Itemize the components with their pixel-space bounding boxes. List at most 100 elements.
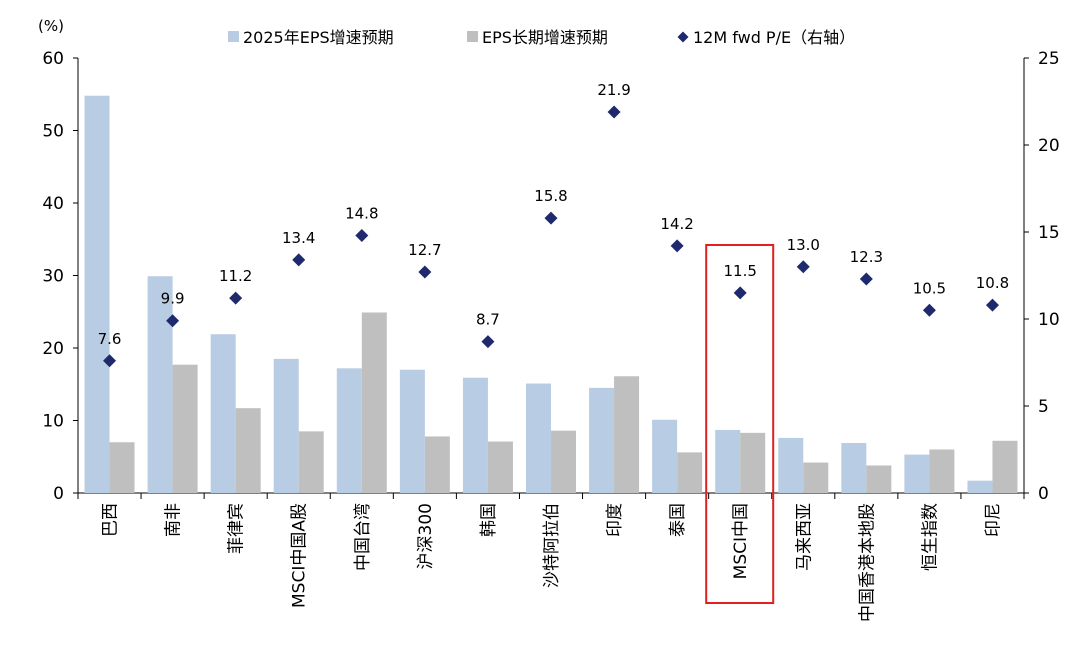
legend-swatch — [228, 31, 239, 42]
pe-data-label: 9.9 — [161, 290, 185, 308]
left-tick-label: 30 — [42, 267, 64, 287]
pe-data-label: 12.7 — [408, 241, 441, 259]
category-label: 中国香港本地股 — [857, 503, 877, 622]
pe-data-label: 10.8 — [976, 274, 1009, 292]
left-tick-label: 60 — [42, 49, 64, 69]
pe-data-label: 14.2 — [660, 215, 693, 233]
bar-eps-long-term — [172, 364, 198, 493]
pe-data-label: 13.0 — [787, 236, 820, 254]
legend-label: EPS长期增速预期 — [482, 28, 608, 47]
pe-marker — [103, 354, 117, 368]
pe-marker — [481, 335, 495, 349]
bar-eps-2025 — [399, 369, 425, 493]
pe-marker — [229, 291, 243, 305]
category-label: 沙特阿拉伯 — [542, 503, 562, 588]
bar-eps-2025 — [336, 368, 362, 493]
left-tick-label: 0 — [53, 484, 64, 504]
category-label: 南非 — [164, 503, 184, 537]
bar-eps-long-term — [992, 440, 1018, 493]
bar-eps-2025 — [273, 358, 299, 493]
pe-marker — [670, 239, 684, 253]
pe-marker — [607, 105, 621, 119]
pe-marker — [859, 272, 873, 286]
pe-data-label: 14.8 — [345, 204, 378, 222]
bar-eps-2025 — [967, 480, 993, 493]
bar-eps-2025 — [589, 387, 615, 493]
bar-eps-2025 — [526, 383, 551, 493]
bars — [84, 95, 1018, 493]
pe-marker — [985, 298, 999, 312]
y-axis-unit-label: (%) — [38, 17, 64, 35]
bar-eps-long-term — [803, 462, 829, 493]
pe-data-label: 21.9 — [597, 81, 630, 99]
legend-swatch — [677, 31, 689, 43]
legend-label: 2025年EPS增速预期 — [243, 28, 394, 47]
bar-eps-2025 — [715, 429, 741, 493]
bar-eps-2025 — [462, 377, 488, 493]
category-label: MSCI中国 — [731, 503, 751, 579]
bar-eps-long-term — [361, 312, 387, 493]
legend-label: 12M fwd P/E（右轴） — [693, 28, 855, 47]
highlight-box — [705, 244, 775, 604]
bar-eps-2025 — [904, 454, 930, 493]
left-tick-label: 40 — [42, 194, 64, 214]
pe-marker — [292, 253, 306, 267]
category-label: 韩国 — [479, 503, 499, 537]
bar-eps-long-term — [235, 408, 261, 493]
pe-data-label: 15.8 — [534, 187, 567, 205]
pe-marker — [355, 228, 369, 242]
highlight-rect — [705, 244, 775, 604]
bar-eps-long-term — [298, 431, 324, 493]
bar-eps-2025 — [147, 276, 173, 493]
right-tick-label: 5 — [1038, 397, 1049, 417]
category-label: 菲律宾 — [227, 503, 247, 554]
pe-data-label: 11.5 — [723, 262, 756, 280]
category-label: 巴西 — [101, 503, 121, 537]
pe-marker — [166, 314, 180, 328]
bar-eps-long-term — [866, 465, 892, 493]
bar-eps-2025 — [841, 442, 867, 493]
bar-eps-2025 — [210, 334, 236, 493]
pe-data-label: 8.7 — [476, 311, 500, 329]
category-label: 恒生指数 — [920, 503, 940, 571]
legend-swatch — [467, 31, 478, 42]
right-tick-label: 10 — [1038, 310, 1060, 330]
right-tick-label: 25 — [1038, 49, 1060, 69]
pe-marker — [922, 303, 936, 317]
right-tick-label: 0 — [1038, 484, 1049, 504]
bar-eps-long-term — [929, 449, 955, 493]
category-labels: 巴西 南非 菲律宾 MSCI中国A股 中国台湾 沪深300 韩国 沙特阿拉伯 印度 泰国 MSCI中… — [101, 503, 1004, 622]
pe-data-label: 13.4 — [282, 229, 315, 247]
bar-eps-long-term — [551, 430, 576, 493]
pe-marker — [796, 260, 810, 274]
category-label: 马来西亚 — [794, 503, 814, 571]
legend: 2025年EPS增速预期 EPS长期增速预期 12M fwd P/E（右轴） — [228, 28, 855, 47]
bar-eps-long-term — [487, 441, 513, 493]
right-tick-label: 20 — [1038, 136, 1060, 156]
bar-eps-2025 — [778, 437, 804, 493]
bar-eps-2025 — [84, 95, 110, 493]
pe-marker — [733, 286, 747, 300]
left-tick-label: 50 — [42, 122, 64, 142]
bar-eps-long-term — [109, 442, 135, 493]
pe-data-label: 12.3 — [850, 248, 883, 266]
category-label: 中国台湾 — [353, 503, 373, 571]
pe-data-label: 10.5 — [913, 279, 946, 297]
category-label: 泰国 — [668, 503, 688, 537]
pe-data-label: 11.2 — [219, 267, 252, 285]
category-label: 印度 — [605, 503, 625, 537]
pe-marker — [418, 265, 432, 279]
category-label: 印尼 — [983, 503, 1003, 537]
right-tick-label: 15 — [1038, 223, 1060, 243]
pe-data-label: 7.6 — [98, 330, 122, 348]
left-tick-label: 10 — [42, 412, 64, 432]
left-tick-label: 20 — [42, 339, 64, 359]
bar-eps-long-term — [677, 452, 703, 493]
bar-eps-long-term — [424, 436, 450, 493]
bar-eps-2025 — [652, 419, 678, 493]
y-unit-label: (%) — [38, 17, 64, 35]
bar-eps-long-term — [740, 432, 766, 493]
pe-points: 7.6 9.9 11.2 13.4 14.8 12.7 8.7 15.8 21.9 14.2 11.… — [98, 81, 1009, 368]
bar-eps-long-term — [614, 376, 640, 493]
